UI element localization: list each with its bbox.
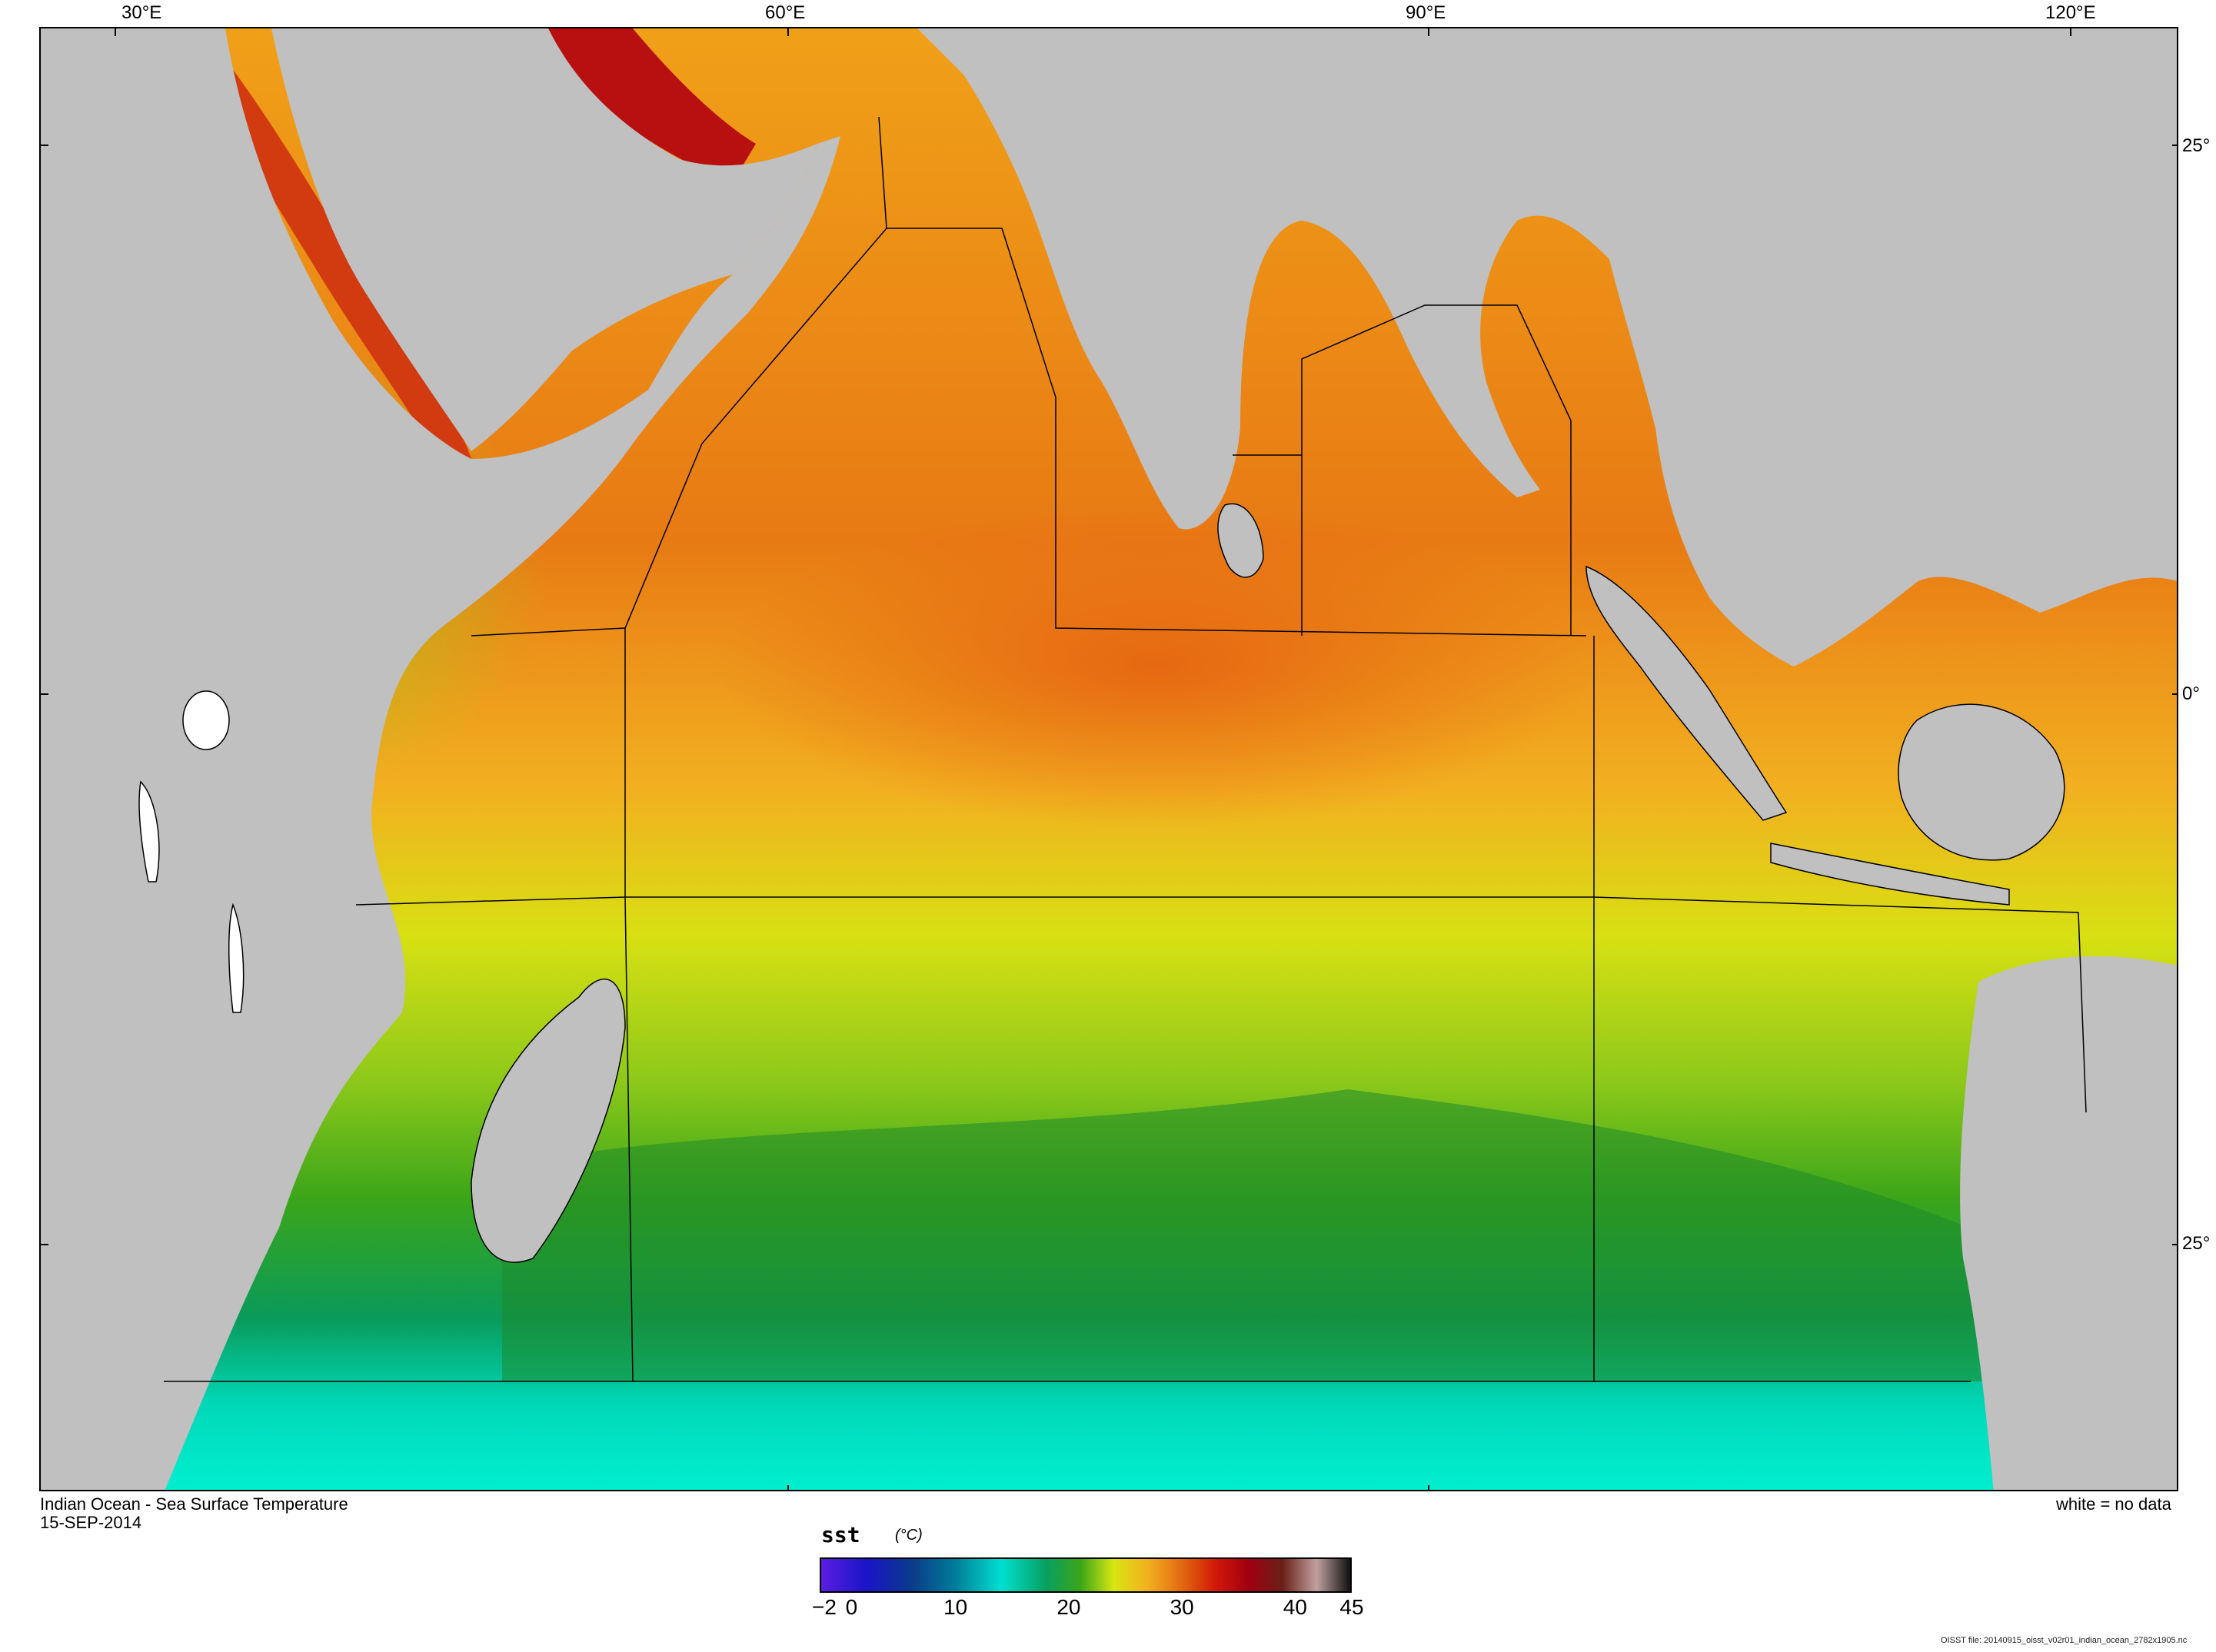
land-south-asia (917, 28, 2177, 666)
colorbar-tick-label: −2 (812, 1595, 837, 1619)
subregion-boundaries (164, 116, 2087, 1382)
equatorial-warm-pool (425, 413, 1886, 951)
colorbar-unit: (°C) (895, 1527, 923, 1544)
colorbar-tick-label: 0 (845, 1595, 858, 1619)
no-data-lake-tanganyika (138, 780, 160, 883)
land-arabian-peninsula (271, 28, 817, 451)
source-file-note: OISST file: 20140915_oisst_v02r01_indian… (1941, 1636, 2188, 1645)
no-data-lake-malawi (228, 902, 245, 1013)
latitude-label-25s: 25° (2182, 1233, 2211, 1254)
longitude-label-90e: 90°E (1406, 2, 1446, 23)
land-australia (1960, 956, 2177, 1490)
latitude-label-0: 0° (2182, 683, 2200, 704)
land-madagascar (471, 978, 626, 1263)
land-sumatra (1585, 565, 1788, 821)
no-data-legend: white = no data (2056, 1494, 2171, 1514)
sst-map-canvas (41, 28, 2177, 1490)
longitude-label-60e: 60°E (765, 2, 806, 23)
colorbar-variable: sst (821, 1522, 860, 1547)
latitude-label-25n: 25° (2182, 135, 2211, 156)
colorbar (820, 1557, 1352, 1593)
map-date: 15-SEP-2014 (40, 1513, 142, 1532)
land-africa-arabia (41, 28, 840, 1490)
graticule-ticks (41, 28, 2177, 1490)
colorbar-tick-label: 40 (1283, 1595, 1307, 1619)
map-title: Indian Ocean - Sea Surface Temperature (40, 1494, 348, 1514)
colorbar-tick-label: 45 (1339, 1595, 1364, 1619)
land-java (1770, 843, 2010, 906)
colorbar-tick-label: 30 (1170, 1595, 1194, 1619)
no-data-lake-victoria (182, 690, 230, 750)
colorbar-tick-label: 20 (1056, 1595, 1081, 1619)
sst-map (39, 27, 2178, 1491)
red-sea (210, 59, 471, 463)
longitude-label-30e: 30°E (121, 2, 162, 23)
longitude-label-120e: 120°E (2045, 2, 2096, 23)
southern-cool-belt (502, 1089, 2040, 1381)
land-sri-lanka (1217, 503, 1264, 578)
persian-gulf (548, 28, 756, 182)
land-borneo (1898, 703, 2065, 861)
colorbar-tick-label: 10 (943, 1595, 968, 1619)
